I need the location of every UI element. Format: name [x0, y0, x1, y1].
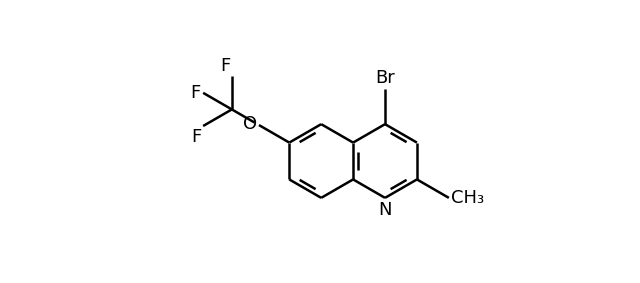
Text: F: F: [191, 128, 202, 146]
Text: O: O: [243, 115, 257, 133]
Text: N: N: [378, 201, 392, 219]
Text: F: F: [220, 57, 230, 74]
Text: Br: Br: [375, 69, 395, 87]
Text: F: F: [191, 84, 201, 102]
Text: CH₃: CH₃: [451, 189, 484, 207]
